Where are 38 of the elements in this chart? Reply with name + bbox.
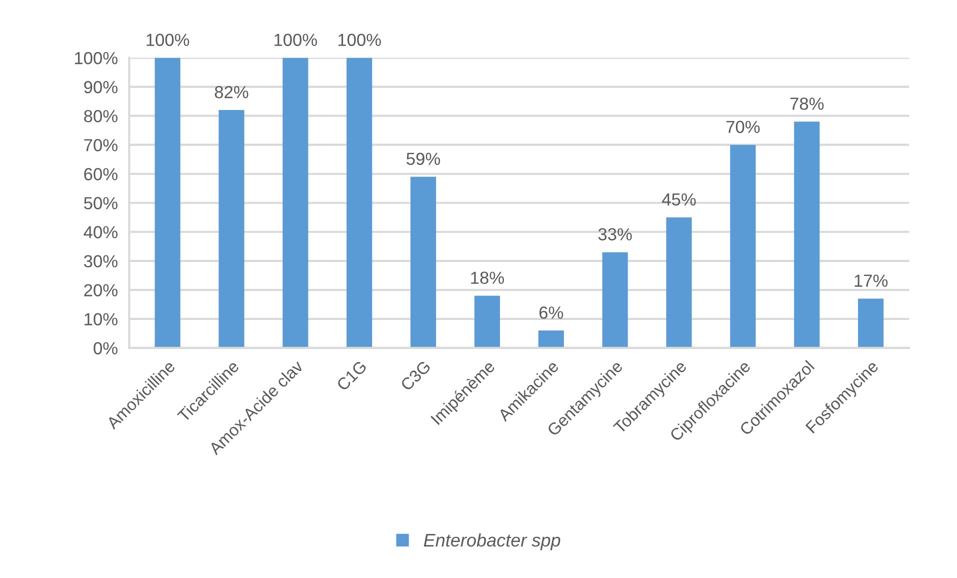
x-tick-label: C1G <box>336 360 368 392</box>
bar <box>666 217 692 348</box>
y-tick-label: 30% <box>84 255 118 268</box>
x-tick-label: C3G <box>400 360 432 392</box>
bar <box>474 296 500 348</box>
data-label: 6% <box>539 306 564 319</box>
data-label: 70% <box>726 120 760 134</box>
y-tick-label: 20% <box>84 284 118 296</box>
data-label: 82% <box>214 86 248 98</box>
data-label: 100% <box>274 34 317 46</box>
bar <box>602 252 628 348</box>
data-label: 78% <box>790 98 824 110</box>
bar <box>730 144 756 348</box>
y-tick-label: 70% <box>84 139 118 152</box>
bar <box>858 298 884 348</box>
y-tick-label: 10% <box>84 313 118 326</box>
bar <box>282 58 308 348</box>
bar <box>346 58 372 348</box>
bar <box>794 122 820 348</box>
bar <box>410 176 436 348</box>
data-label: 18% <box>471 272 504 284</box>
data-label: 45% <box>662 193 696 206</box>
data-label: 17% <box>854 274 888 287</box>
bar <box>538 330 564 348</box>
y-tick-label: 60% <box>84 168 118 180</box>
y-tick-label: 90% <box>84 80 118 94</box>
legend-label: Enterobacter spp <box>424 533 560 550</box>
bar <box>154 58 180 348</box>
y-tick-label: 50% <box>84 197 118 210</box>
data-label: 100% <box>338 34 381 46</box>
data-label: 33% <box>598 228 632 240</box>
y-tick-label: 0% <box>94 342 118 354</box>
data-label: 100% <box>146 34 190 46</box>
y-tick-label: 100% <box>75 52 118 64</box>
bar <box>218 110 244 348</box>
data-label: 59% <box>406 152 440 165</box>
y-tick-label: 40% <box>84 226 118 238</box>
y-tick-label: 80% <box>84 110 118 122</box>
